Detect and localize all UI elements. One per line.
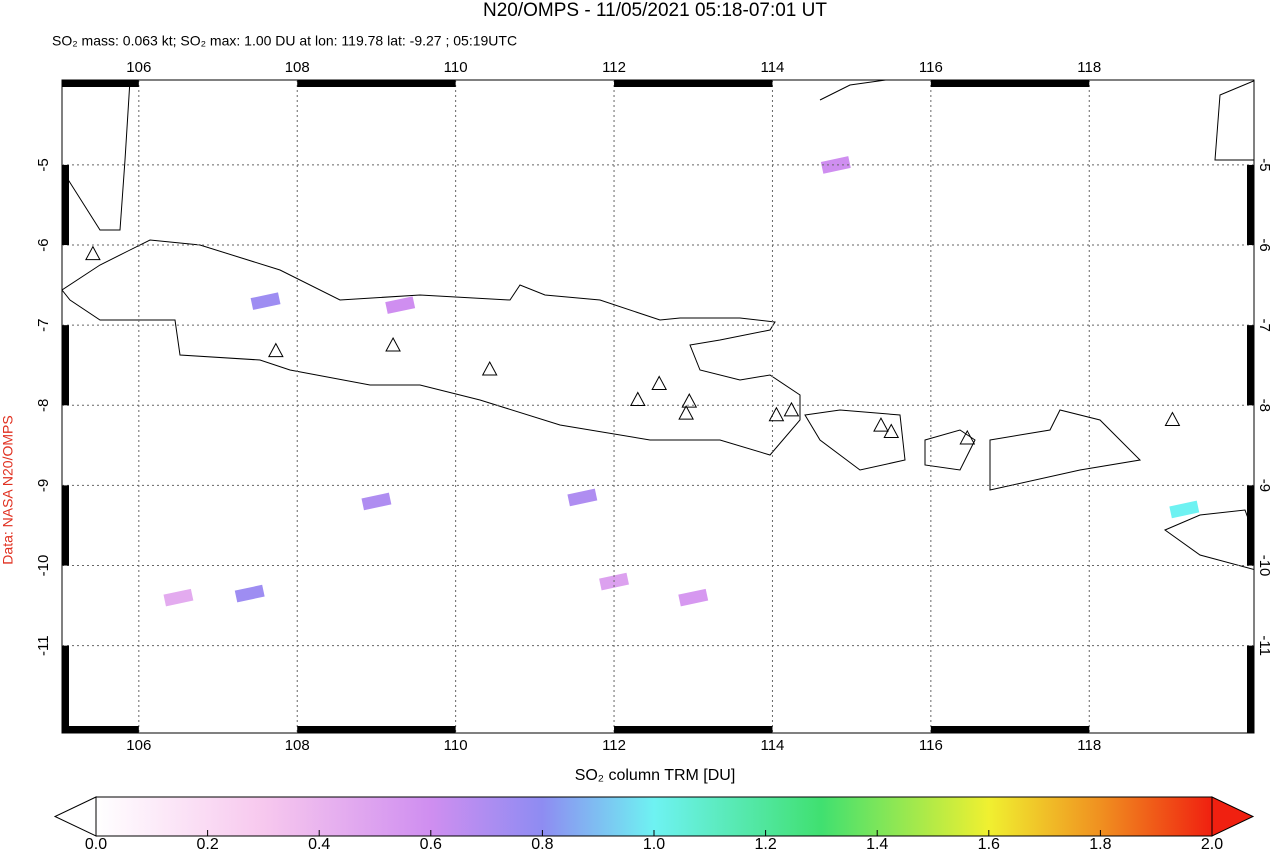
coastlines: [62, 80, 1254, 570]
y-tick-label-left: -8: [35, 399, 52, 412]
frame-bar: [930, 726, 1090, 733]
frame-bar: [614, 80, 773, 87]
frame-bar: [930, 80, 1090, 87]
frame-bar: [297, 80, 456, 87]
frame-bar: [614, 726, 773, 733]
map-area: [163, 156, 1200, 607]
sumba-coast: [1163, 509, 1254, 570]
y-tick-label-right: -10: [1256, 555, 1272, 577]
colorbar-tick-label: 1.2: [754, 836, 776, 853]
borneo-coast: [819, 80, 890, 101]
volcano: [768, 406, 785, 422]
y-tick-label-right: -7: [1256, 319, 1272, 332]
colorbar-tick-label: 1.8: [1089, 836, 1111, 853]
java-coast: [62, 239, 801, 456]
x-tick-label-bottom: 106: [126, 737, 151, 754]
y-tick-label-left: -11: [35, 635, 52, 656]
y-tick-label-left: -5: [35, 158, 52, 171]
frame-bar: [1247, 325, 1254, 406]
volcano: [651, 375, 668, 390]
y-tick-label-left: -7: [35, 319, 52, 332]
so2-pixel: [820, 156, 851, 174]
colorbar-tick-label: 0.6: [420, 836, 442, 853]
side-label: Data: NASA N20/OMPS: [0, 415, 16, 564]
x-tick-label-top: 112: [602, 59, 626, 76]
x-tick-label-top: 118: [1077, 59, 1101, 76]
volcano: [783, 401, 800, 417]
colorbar-tick-label: 1.6: [978, 836, 1000, 853]
volcano: [959, 429, 976, 445]
x-tick-label-top: 108: [285, 59, 310, 76]
so2-pixel: [234, 584, 265, 603]
volcano: [629, 391, 646, 406]
colorbar-tick-label: 0.4: [308, 836, 330, 853]
volcano: [481, 360, 498, 376]
colorbar-tick-label: 1.0: [643, 836, 665, 853]
subtitle: SO₂ mass: 0.063 kt; SO₂ max: 1.00 DU at …: [52, 33, 517, 49]
so2-pixel: [678, 588, 709, 607]
x-tick-label-bottom: 110: [444, 737, 468, 754]
colorbar-low-arrow: [53, 796, 97, 837]
frame-bar: [62, 485, 69, 566]
sumbawa-coast: [989, 409, 1142, 491]
frame-bar: [1247, 485, 1254, 566]
frame-bar: [62, 325, 69, 406]
colorbar-tick-label: 0.0: [85, 836, 107, 853]
volcano: [678, 405, 694, 420]
sulawesi-coast: [1214, 80, 1254, 161]
y-tick-label-left: -10: [35, 555, 52, 577]
y-tick-label-right: -11: [1256, 635, 1272, 656]
chart-title: N20/OMPS - 11/05/2021 05:18-07:01 UT: [483, 0, 827, 21]
frame-bar: [62, 80, 139, 87]
colorbar-tick-label: 1.4: [866, 836, 888, 853]
x-tick-label-bottom: 114: [760, 737, 784, 754]
x-tick-label-top: 114: [760, 59, 784, 76]
frame-bar: [62, 645, 69, 733]
colorbar-tick-label: 2.0: [1201, 836, 1223, 853]
frame-bar: [297, 726, 456, 733]
colorbar-tick-label: 0.2: [196, 836, 218, 853]
so2-pixel: [385, 296, 416, 314]
volcano: [385, 336, 401, 352]
so2-pixel: [361, 492, 392, 511]
sumatra-coast: [62, 80, 131, 231]
colorbar-high-arrow: [1211, 796, 1255, 837]
map-frame: [61, 79, 1255, 734]
so2-pixel: [1169, 500, 1200, 519]
bali-coast: [804, 409, 906, 471]
colorbar-label: SO₂ column TRM [DU]: [575, 767, 736, 784]
so2-pixel: [163, 588, 194, 607]
frame-bar: [1247, 645, 1254, 733]
volcano: [85, 245, 101, 261]
frame-bar: [62, 726, 139, 733]
frame-bar: [62, 164, 69, 246]
volcano: [883, 423, 900, 439]
x-tick-label-bottom: 118: [1077, 737, 1101, 754]
volcano: [268, 342, 284, 358]
lombok-coast: [924, 429, 976, 471]
y-tick-label-left: -9: [35, 479, 52, 492]
y-tick-label-right: -5: [1256, 158, 1272, 171]
x-tick-label-top: 110: [444, 59, 468, 76]
x-tick-label-bottom: 116: [919, 737, 943, 754]
colorbar-tick-label: 0.8: [531, 836, 553, 853]
so2-pixel: [250, 292, 281, 310]
x-tick-label-top: 116: [919, 59, 943, 76]
y-tick-label-right: -9: [1256, 479, 1272, 492]
x-tick-label-bottom: 108: [285, 737, 310, 754]
x-tick-label-top: 106: [126, 59, 151, 76]
y-tick-label-left: -6: [35, 238, 52, 251]
y-tick-label-right: -6: [1256, 238, 1272, 251]
so2-pixel: [567, 488, 598, 507]
x-tick-label-bottom: 112: [602, 737, 626, 754]
volcano: [681, 393, 698, 408]
frame-bar: [1247, 164, 1254, 246]
volcano: [873, 417, 889, 432]
y-tick-label-right: -8: [1256, 399, 1272, 412]
volcano: [1164, 411, 1181, 427]
